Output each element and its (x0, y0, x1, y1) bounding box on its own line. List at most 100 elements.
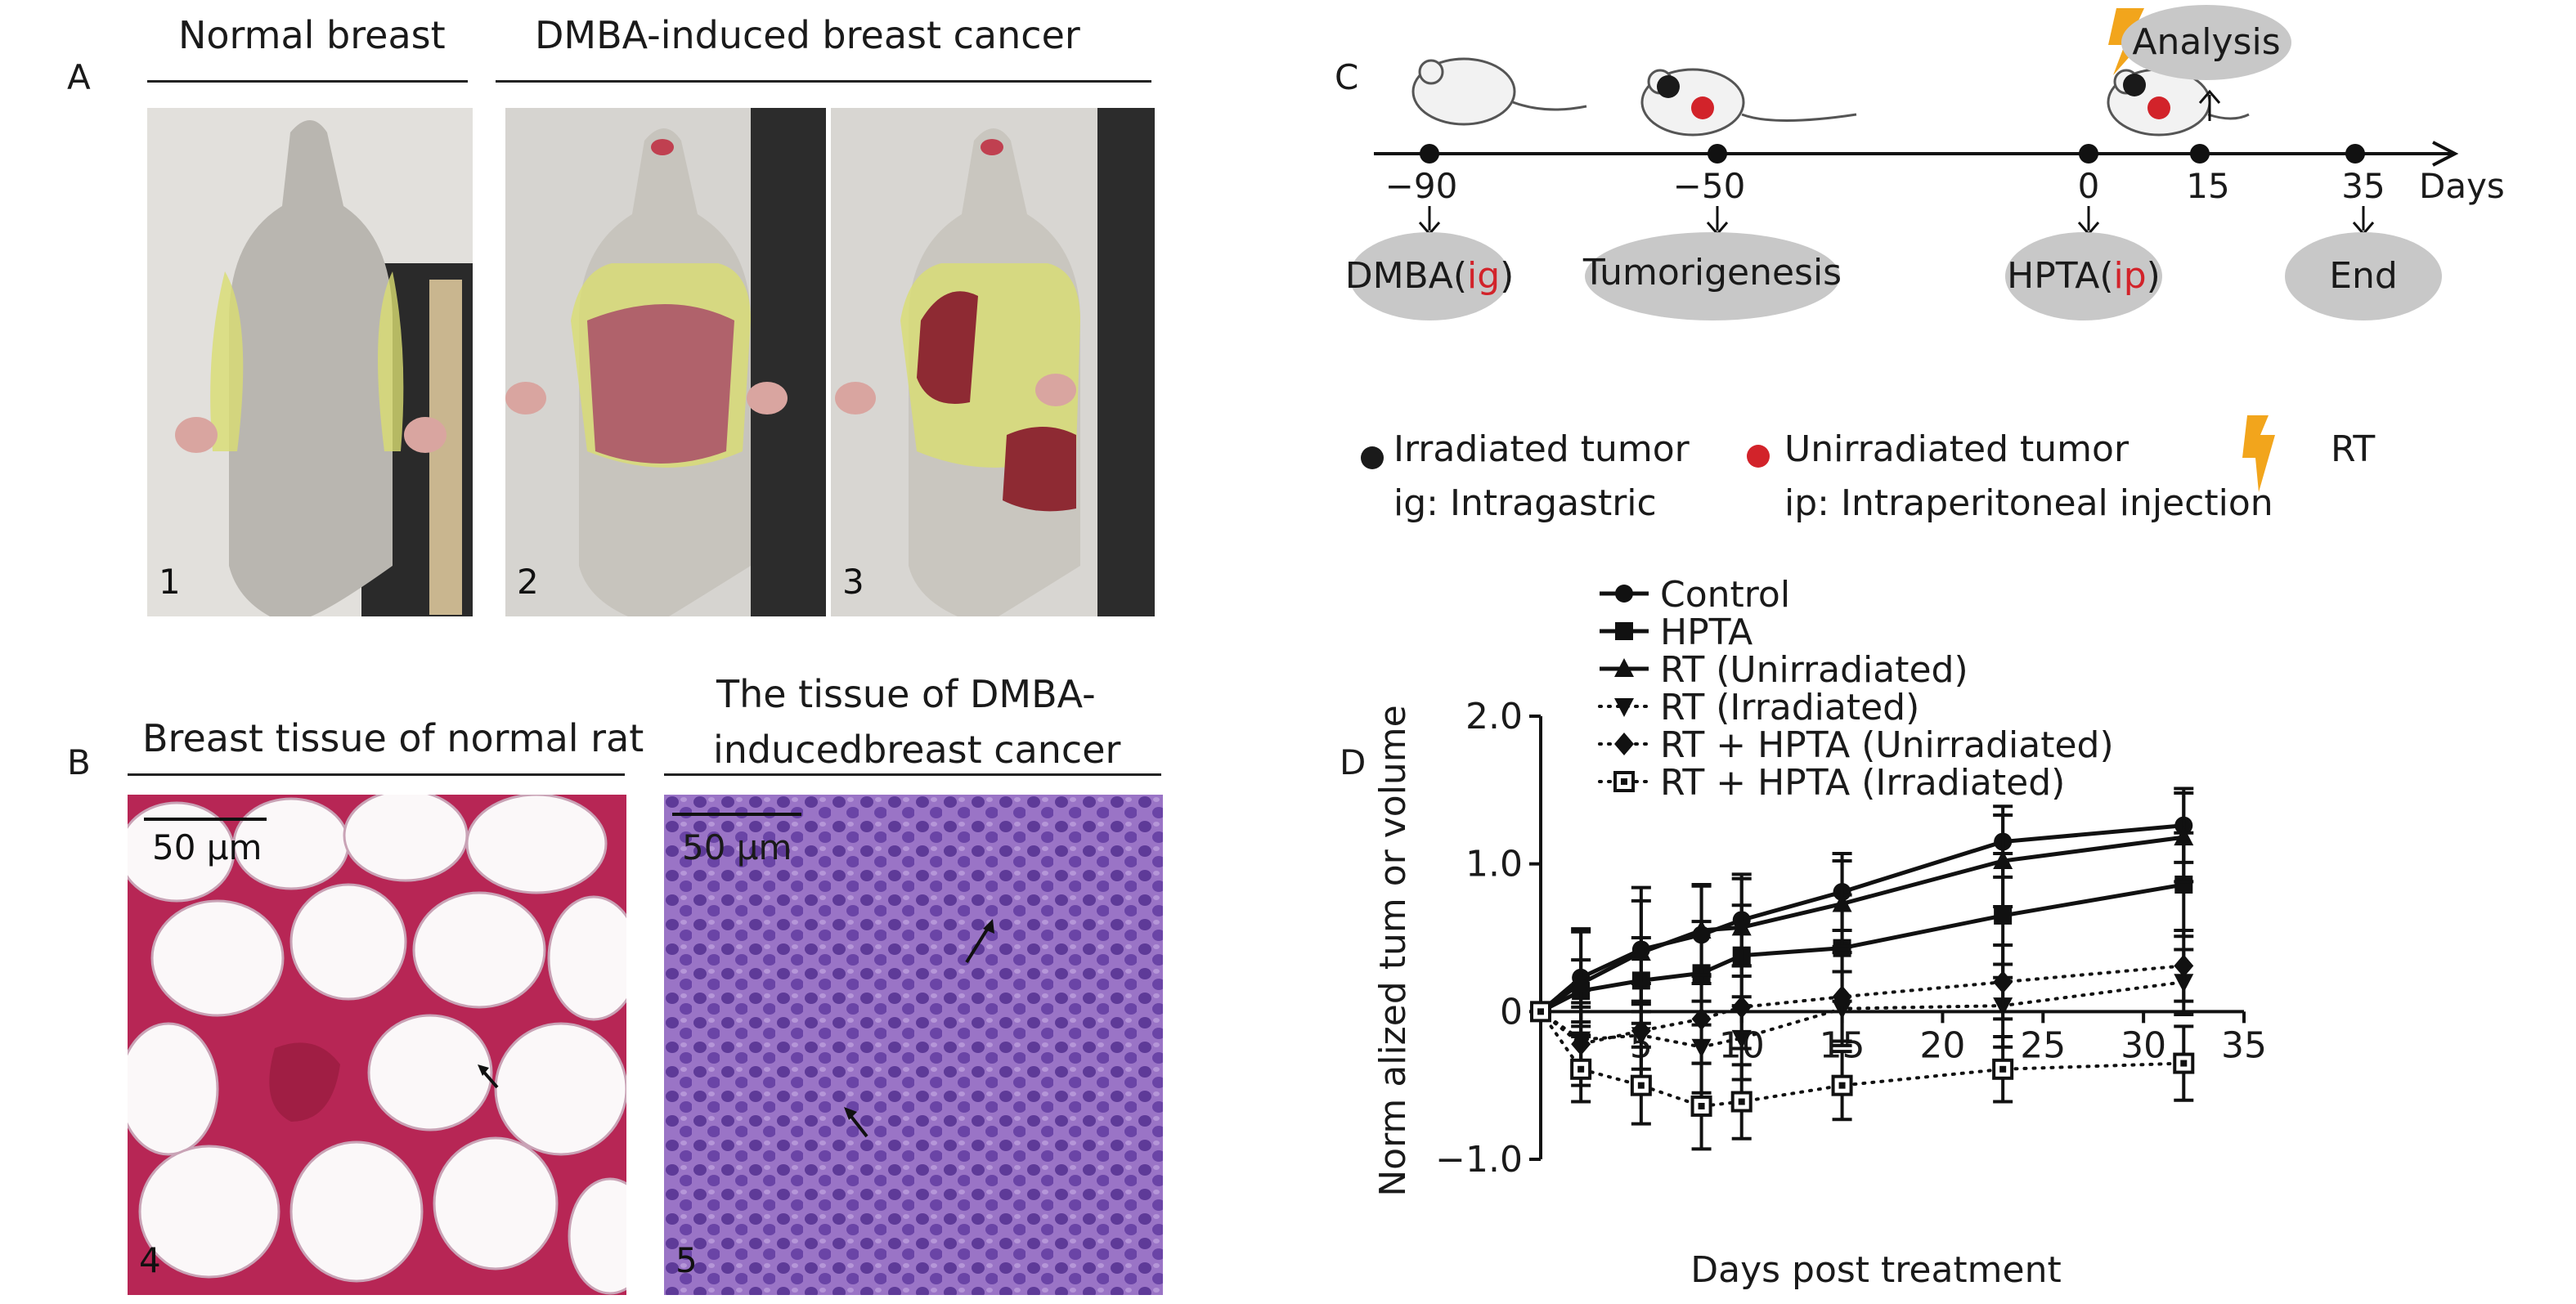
photo-label: 4 (139, 1240, 161, 1280)
mouse-icon (1640, 68, 1857, 137)
series-line (1539, 835, 2184, 1014)
series-rt-hpta-irradiated (1530, 1001, 2195, 1151)
y-tick-label: 2.0 (1465, 696, 1523, 737)
panel-b-normal-rule (128, 773, 625, 776)
panel-a-letter: A (67, 57, 91, 97)
x-tick-label: 25 (2020, 1024, 2066, 1066)
timeline-point (1708, 144, 1727, 164)
y-tick-label: 0 (1500, 991, 1523, 1033)
timeline-tick: 15 (2186, 166, 2229, 206)
adipose-tissue-illustration (128, 795, 626, 1295)
photo-label: 3 (842, 562, 864, 602)
end-label: End (2329, 255, 2398, 297)
photo-dmba-rat-1: 2 (505, 108, 826, 616)
end-ellipse (2285, 232, 2442, 320)
legend-label: HPTA (1660, 612, 1752, 653)
data-point (1993, 850, 2013, 870)
data-point (2174, 827, 2194, 846)
y-axis-label: Norm alized tum or volume (1372, 705, 1414, 1196)
photo-label: 1 (159, 562, 181, 602)
data-point (1730, 1091, 1752, 1113)
histology-tumor-tissue: 50 μm 5 (664, 795, 1163, 1295)
tumorigenesis-ellipse (1585, 232, 1840, 320)
data-point (1832, 985, 1852, 1009)
mouse-icon (2107, 68, 2250, 137)
photo-label: 2 (517, 562, 539, 602)
unirradiated-dot-icon (1747, 445, 1770, 468)
legend-item: RT (Irradiated) (1598, 687, 1919, 728)
legend-ip: ip: Intraperitoneal injection (1784, 482, 2273, 523)
irradiated-dot-icon (1361, 446, 1384, 469)
tumorigenesis-label: Tumorigenesis (1582, 252, 1842, 294)
dmba-ellipse (1349, 232, 1510, 320)
data-point (1992, 1058, 2014, 1080)
panel-d-letter: D (1340, 742, 1367, 782)
panel-a-cancer-title: DMBA-induced breast cancer (535, 13, 1080, 57)
series-rt-irradiated (1531, 948, 2194, 1095)
timeline-point (1420, 144, 1439, 164)
hpta-label: HPTA(ip) (2007, 255, 2161, 297)
timeline-axis-label: Days (2419, 166, 2505, 206)
legend-item: RT + HPTA (Irradiated) (1598, 762, 2065, 804)
histology-normal-tissue: 50 μm 4 (128, 795, 626, 1295)
timeline-tick: −90 (1385, 166, 1458, 206)
legend-marker (1614, 733, 1634, 755)
timeline-tick: 35 (2341, 166, 2385, 206)
data-point (1690, 1095, 1712, 1117)
x-tick-label: 30 (2120, 1024, 2166, 1066)
data-point (1831, 1074, 1853, 1096)
data-point (1571, 973, 1591, 993)
timeline-tick: −50 (1673, 166, 1746, 206)
photo-label: 5 (675, 1240, 698, 1280)
legend-label: RT (Unirradiated) (1660, 649, 1968, 691)
legend-label: Control (1660, 574, 1790, 616)
series-rt-hpta-unirradiated (1531, 928, 2194, 1087)
series-line (1539, 882, 2184, 1014)
legend-marker (1614, 698, 1634, 717)
legend-marker (1615, 585, 1633, 603)
panel-a-cancer-rule (496, 80, 1151, 83)
legend-marker (1613, 771, 1635, 792)
panel-a-normal-title: Normal breast (178, 13, 446, 57)
legend-item: Control (1600, 574, 1790, 616)
data-point (2174, 954, 2194, 978)
tumor-tissue-illustration (664, 795, 1163, 1295)
timeline-point (2079, 144, 2098, 164)
series-line (1539, 980, 2186, 1049)
legend-unirradiated: Unirradiated tumor (1784, 428, 2129, 470)
data-point (1832, 893, 1852, 912)
analysis-label: Analysis (2132, 21, 2280, 63)
legend-label: RT (Irradiated) (1660, 687, 1919, 728)
scale-bar-label: 50 μm (682, 827, 792, 867)
legend-marker (1615, 622, 1633, 640)
data-point (1691, 1007, 1712, 1031)
data-point (1530, 1001, 1551, 1023)
lightning-icon (2242, 415, 2275, 492)
y-tick-label: −1.0 (1435, 1139, 1523, 1181)
rat-illustration (147, 108, 473, 616)
scale-bar (672, 813, 801, 816)
legend-item: HPTA (1600, 612, 1752, 653)
timeline-point (2345, 144, 2365, 164)
data-point (1993, 970, 2013, 994)
data-point (2173, 1052, 2195, 1074)
experiment-timeline: Analysis −90 −50 0 15 35 Days DMBA(ig) T… (1345, 5, 2505, 523)
panel-b-cancer-rule (664, 773, 1161, 776)
photo-dmba-rat-2: 3 (831, 108, 1155, 616)
panel-b-cancer-title-line2: inducedbreast cancer (713, 728, 1121, 772)
y-tick-label: 1.0 (1465, 844, 1523, 885)
legend-item: RT + HPTA (Unirradiated) (1598, 724, 2114, 766)
timeline-tick: 0 (2078, 166, 2100, 206)
scale-bar-label: 50 μm (152, 827, 263, 867)
legend-irradiated: Irradiated tumor (1393, 428, 1690, 470)
series-line (1539, 964, 2186, 1046)
rat-illustration (831, 108, 1155, 616)
analysis-ellipse (2121, 5, 2291, 80)
series-control (1532, 786, 2194, 1028)
panel-c-letter: C (1335, 57, 1359, 97)
panel-b-normal-title: Breast tissue of normal rat (142, 716, 644, 760)
scale-bar (144, 818, 267, 821)
data-point (1630, 1074, 1652, 1096)
